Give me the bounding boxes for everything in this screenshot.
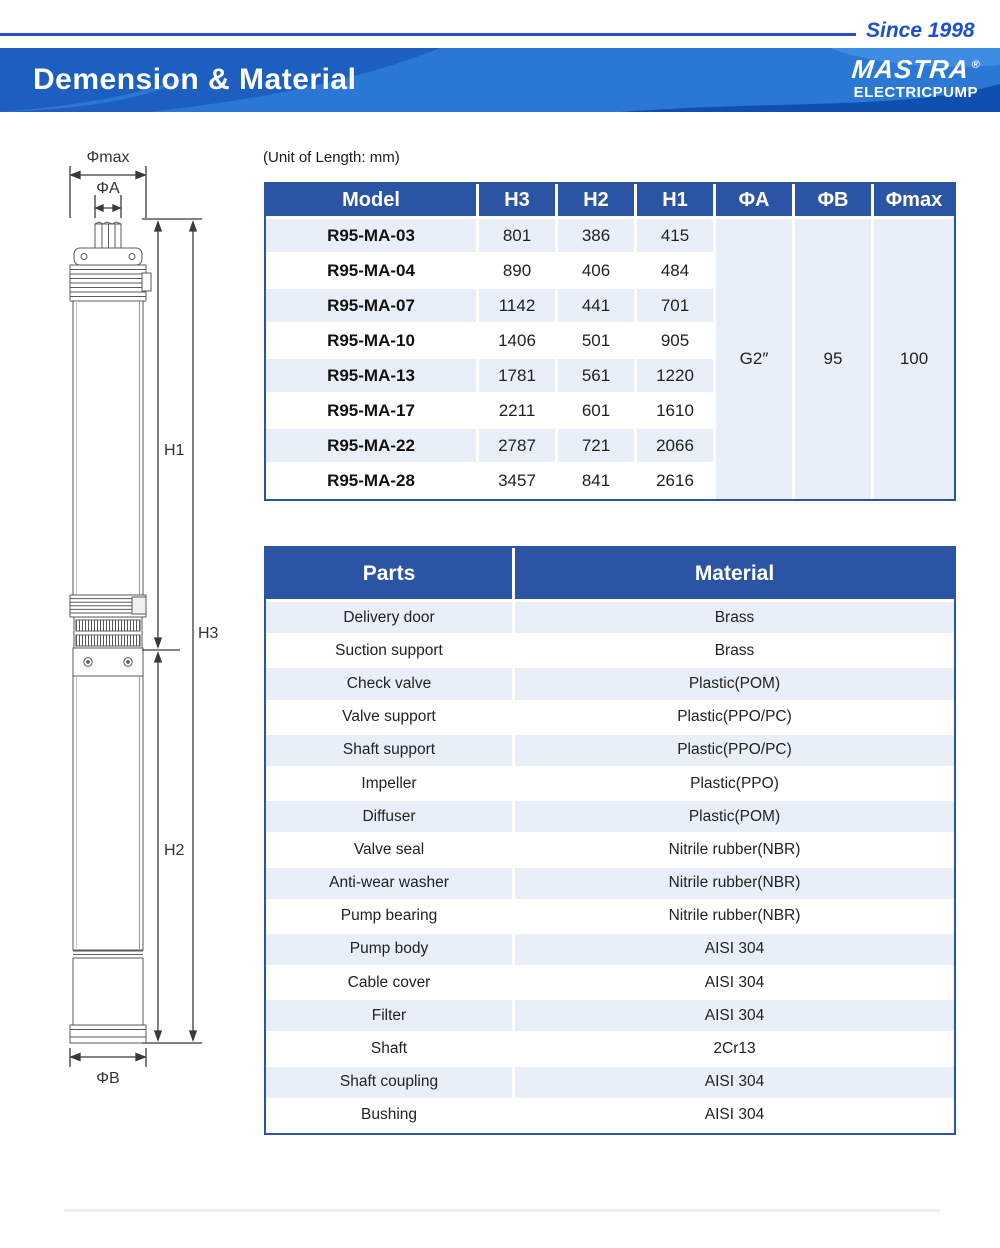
h1-cell: 1610 [637, 394, 716, 429]
material-cell: AISI 304 [515, 1000, 954, 1034]
part-cell: Diffuser [266, 801, 515, 835]
model-cell: R95-MA-10 [266, 324, 479, 359]
dim-header-h1: H1 [637, 184, 716, 219]
label-h2: H2 [164, 842, 185, 859]
h2-cell: 441 [558, 289, 637, 324]
part-cell: Shaft coupling [266, 1066, 515, 1100]
parts-header: Parts [266, 548, 515, 602]
material-cell: Plastic(PPO/PC) [515, 701, 954, 735]
brand-logo-mark: MASTRA® [850, 54, 982, 84]
dimension-table: Model H3 H2 H1 ΦA ΦB Φmax G2″ 95 100 R95… [264, 182, 956, 501]
page-title: Demension & Material [33, 63, 357, 96]
material-cell: AISI 304 [515, 1066, 954, 1100]
h1-cell: 1220 [637, 359, 716, 394]
material-cell: 2Cr13 [515, 1033, 954, 1067]
footer-divider-rule [64, 1209, 940, 1212]
brand-name: MASTRA [850, 54, 971, 84]
part-cell: Valve seal [266, 834, 515, 868]
h3-cell: 801 [479, 219, 558, 254]
part-cell: Valve support [266, 701, 515, 735]
material-header: Material [515, 548, 954, 602]
h3-cell: 1142 [479, 289, 558, 324]
h2-cell: 841 [558, 464, 637, 499]
model-cell: R95-MA-17 [266, 394, 479, 429]
material-cell: Brass [515, 602, 954, 636]
top-divider-rule [0, 33, 856, 36]
label-phimax: Φmax [87, 149, 130, 166]
dim-header-phia: ΦA [716, 184, 795, 219]
h3-cell: 1781 [479, 359, 558, 394]
part-cell: Shaft [266, 1033, 515, 1067]
material-cell: Plastic(POM) [515, 801, 954, 835]
h3-cell: 2211 [479, 394, 558, 429]
h1-cell: 701 [637, 289, 716, 324]
material-cell: Plastic(PPO) [515, 767, 954, 802]
shared-phia-cell: G2″ [716, 219, 795, 499]
part-cell: Anti-wear washer [266, 867, 515, 901]
shared-phib-cell: 95 [795, 219, 874, 499]
material-cell: AISI 304 [515, 967, 954, 1001]
material-cell: Nitrile rubber(NBR) [515, 900, 954, 934]
h1-cell: 2616 [637, 464, 716, 499]
model-cell: R95-MA-04 [266, 254, 479, 289]
label-h3: H3 [198, 625, 219, 642]
part-cell: Suction support [266, 635, 515, 669]
part-cell: Shaft support [266, 734, 515, 768]
part-cell: Cable cover [266, 967, 515, 1001]
dim-header-phib: ΦB [795, 184, 874, 219]
dim-header-model: Model [266, 184, 479, 219]
material-cell: Nitrile rubber(NBR) [515, 834, 954, 868]
h3-cell: 2787 [479, 429, 558, 464]
h2-cell: 406 [558, 254, 637, 289]
model-cell: R95-MA-03 [266, 219, 479, 254]
h1-cell: 905 [637, 324, 716, 359]
dim-header-phimax: Φmax [874, 184, 954, 219]
h1-cell: 415 [637, 219, 716, 254]
h2-cell: 386 [558, 219, 637, 254]
material-cell: AISI 304 [515, 1099, 954, 1133]
material-cell: AISI 304 [515, 933, 954, 968]
since-text: Since 1998 [866, 19, 975, 42]
part-cell: Check valve [266, 668, 515, 702]
label-h1: H1 [164, 442, 185, 459]
part-cell: Pump bearing [266, 900, 515, 934]
model-cell: R95-MA-28 [266, 464, 479, 499]
dim-header-h3: H3 [479, 184, 558, 219]
part-cell: Delivery door [266, 602, 515, 636]
material-cell: Plastic(PPO/PC) [515, 734, 954, 768]
dim-header-h2: H2 [558, 184, 637, 219]
material-cell: Plastic(POM) [515, 668, 954, 702]
h1-cell: 2066 [637, 429, 716, 464]
brand-subtitle: ELECTRICPUMP [853, 84, 978, 101]
part-cell: Bushing [266, 1099, 515, 1133]
h2-cell: 561 [558, 359, 637, 394]
pump-diagram: Φmax ΦA H1 H3 H2 ΦB [69, 149, 219, 1087]
h3-cell: 1406 [479, 324, 558, 359]
banner-wave-decoration [0, 48, 1000, 112]
part-cell: Impeller [266, 767, 515, 802]
part-cell: Filter [266, 1000, 515, 1034]
label-phib: ΦB [96, 1070, 119, 1087]
h2-cell: 501 [558, 324, 637, 359]
model-cell: R95-MA-22 [266, 429, 479, 464]
brand-logo: MASTRA® ELECTRICPUMP [850, 54, 982, 101]
banner: Demension & Material MASTRA® ELECTRICPUM… [0, 48, 1000, 112]
model-cell: R95-MA-07 [266, 289, 479, 324]
label-phia: ΦA [96, 180, 120, 197]
registered-trademark-icon: ® [970, 59, 982, 71]
h1-cell: 484 [637, 254, 716, 289]
h2-cell: 601 [558, 394, 637, 429]
part-cell: Pump body [266, 933, 515, 968]
material-cell: Brass [515, 635, 954, 669]
h3-cell: 3457 [479, 464, 558, 499]
h3-cell: 890 [479, 254, 558, 289]
shared-phimax-cell: 100 [874, 219, 954, 499]
materials-table: Parts Material Delivery door Brass Suction… [264, 546, 956, 1135]
h2-cell: 721 [558, 429, 637, 464]
unit-note: (Unit of Length: mm) [263, 149, 400, 166]
model-cell: R95-MA-13 [266, 359, 479, 394]
material-cell: Nitrile rubber(NBR) [515, 867, 954, 901]
